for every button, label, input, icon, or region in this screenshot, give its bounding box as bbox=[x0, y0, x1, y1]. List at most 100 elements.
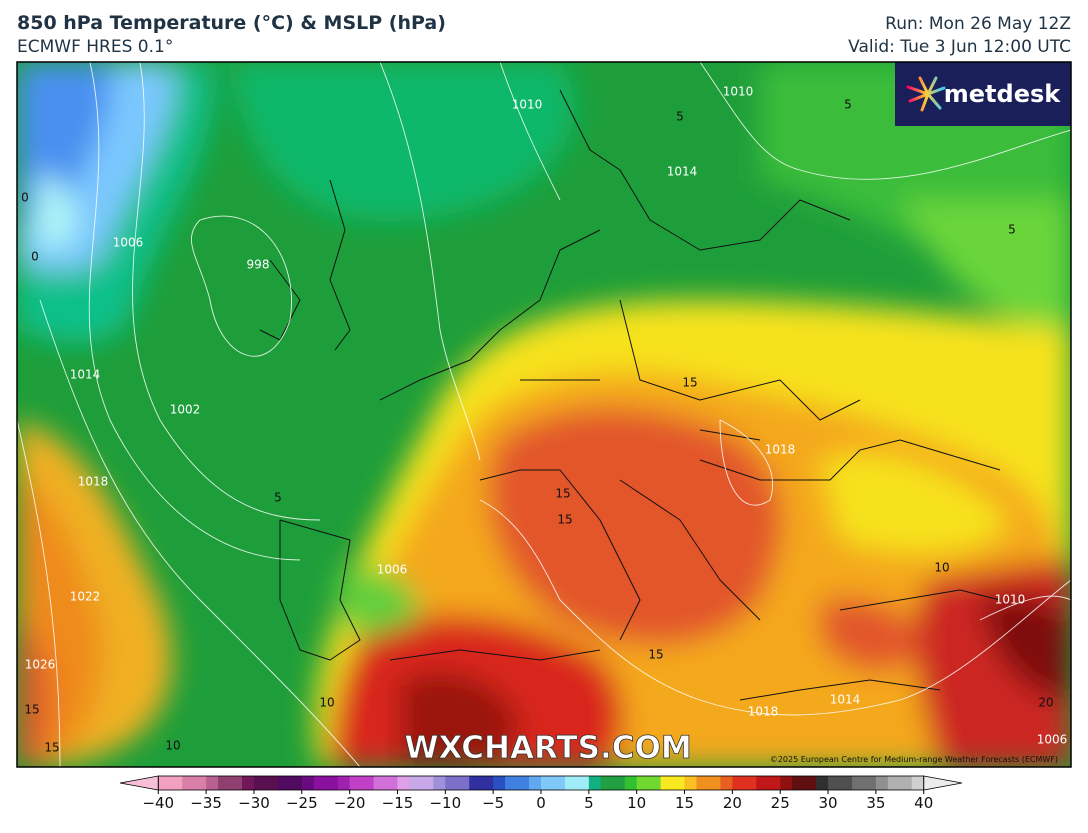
colorbar-tick-label: −5 bbox=[482, 794, 504, 812]
colorbar-segment bbox=[421, 776, 434, 790]
colorbar-segment bbox=[517, 776, 530, 790]
colorbar-segment bbox=[337, 776, 351, 790]
colorbar-tick-label: 15 bbox=[675, 794, 694, 812]
colorbar-segment bbox=[206, 776, 219, 790]
colorbar-tick-label: −10 bbox=[429, 794, 461, 812]
colorbar-segment bbox=[349, 776, 363, 790]
colorbar-tick-label: 5 bbox=[584, 794, 594, 812]
colorbar-segment bbox=[301, 776, 315, 790]
contour-label: 15 bbox=[648, 648, 663, 662]
colorbar-segment bbox=[481, 776, 494, 790]
colorbar-tick-label: −35 bbox=[190, 794, 222, 812]
contour-label: 1018 bbox=[765, 443, 796, 457]
contour-label: 15 bbox=[555, 487, 570, 501]
colorbar-segment bbox=[768, 776, 781, 790]
colorbar-tick-label: 35 bbox=[866, 794, 885, 812]
colorbar-segment bbox=[648, 776, 662, 790]
contour-label: 1022 bbox=[70, 590, 101, 604]
colorbar-segment bbox=[816, 776, 829, 790]
colorbar-tick-label: 0 bbox=[536, 794, 546, 812]
colorbar-tick-label: −20 bbox=[334, 794, 366, 812]
contour-label: 10 bbox=[319, 696, 334, 710]
colorbar-segment bbox=[863, 776, 877, 790]
colorbar-segment bbox=[828, 776, 841, 790]
contour-label: 1002 bbox=[170, 403, 201, 417]
colorbar-segment bbox=[899, 776, 913, 790]
contour-label: 1006 bbox=[1037, 733, 1068, 747]
colorbar-segment bbox=[397, 776, 410, 790]
colorbar-segment bbox=[182, 776, 195, 790]
colorbar-segment bbox=[457, 776, 470, 790]
colorbar-tick-label: 25 bbox=[771, 794, 790, 812]
contour-label: 15 bbox=[24, 703, 39, 717]
colorbar-tick-label: 40 bbox=[914, 794, 933, 812]
colorbar-segment bbox=[756, 776, 769, 790]
contour-label: 15 bbox=[557, 513, 572, 527]
colorbar-segment bbox=[696, 776, 709, 790]
isobars bbox=[17, 62, 1071, 767]
contour-label: 0 bbox=[21, 191, 29, 205]
colorbar-segment bbox=[600, 776, 614, 790]
colorbar-tick-label: −40 bbox=[142, 794, 174, 812]
colorbar-tick-label: −25 bbox=[286, 794, 318, 812]
contour-label: 1010 bbox=[723, 85, 754, 99]
colorbar-segment bbox=[433, 776, 446, 790]
contour-label: 1006 bbox=[113, 236, 144, 250]
colorbar-segment bbox=[373, 776, 387, 790]
colorbar-segment bbox=[672, 776, 686, 790]
colorbar-segment bbox=[241, 776, 255, 790]
colorbar-segment bbox=[708, 776, 721, 790]
contour-label: 1006 bbox=[377, 563, 408, 577]
colorbar-segment bbox=[624, 776, 638, 790]
contour-label: 1010 bbox=[995, 593, 1026, 607]
colorbar-segment bbox=[277, 776, 291, 790]
colorbar-segment bbox=[313, 776, 327, 790]
colorbar-segment bbox=[911, 776, 925, 790]
contour-label: 5 bbox=[274, 491, 282, 505]
colorbar-segment bbox=[636, 776, 650, 790]
colorbar-segment bbox=[875, 776, 889, 790]
contour-label: 1018 bbox=[78, 475, 109, 489]
colorbar-segment bbox=[529, 776, 542, 790]
colorbar-segment bbox=[445, 776, 458, 790]
run-time: Run: Mon 26 May 12Z bbox=[885, 14, 1071, 34]
colorbar-segment bbox=[253, 776, 267, 790]
copyright: ©2025 European Centre for Medium-range W… bbox=[770, 755, 1058, 764]
colorbar-segment bbox=[612, 776, 626, 790]
colorbar-segment bbox=[588, 776, 602, 790]
title: 850 hPa Temperature (°C) & MSLP (hPa) bbox=[17, 12, 446, 34]
colorbar-segment bbox=[564, 776, 578, 790]
subtitle: ECMWF HRES 0.1° bbox=[17, 37, 174, 57]
colorbar-segment bbox=[170, 776, 183, 790]
contour-label: 998 bbox=[247, 258, 270, 272]
colorbar-segment bbox=[469, 776, 482, 790]
contour-label: 10 bbox=[165, 739, 180, 753]
contour-label: 1014 bbox=[70, 368, 101, 382]
colorbar-tick-label: −15 bbox=[382, 794, 414, 812]
colorbar-segment bbox=[684, 776, 697, 790]
colorbar: −40 −35 −30 −25 −20 −15 −10 −5 0 5 10 15 20 25 30 35 40 bbox=[119, 775, 963, 812]
colorbar-arrow-low bbox=[119, 775, 159, 791]
colorbar-segment bbox=[840, 776, 853, 790]
map-frame bbox=[16, 61, 1072, 768]
contour-label: 5 bbox=[1008, 223, 1016, 237]
colorbar-segment bbox=[194, 776, 207, 790]
colorbar-segment bbox=[720, 776, 733, 790]
colorbar-segment bbox=[804, 776, 817, 790]
colorbar-segment bbox=[792, 776, 805, 790]
contour-label: 0 bbox=[31, 250, 39, 264]
valid-time: Valid: Tue 3 Jun 12:00 UTC bbox=[848, 37, 1071, 57]
contour-labels: 1010101010141006998101410021018102210261… bbox=[21, 85, 1067, 755]
watermark: WXCHARTS.COM bbox=[404, 730, 691, 766]
temperature-field: 1010101010141006998101410021018102210261… bbox=[17, 62, 1071, 767]
logo-icon bbox=[906, 76, 946, 112]
contour-label: 1010 bbox=[512, 98, 543, 112]
colorbar-tick-label: 10 bbox=[627, 794, 646, 812]
contour-label: 1014 bbox=[830, 693, 861, 707]
colorbar-segment bbox=[660, 776, 674, 790]
colorbar-segment bbox=[230, 776, 243, 790]
colorbar-segment bbox=[289, 776, 303, 790]
colorbar-segment bbox=[541, 776, 554, 790]
